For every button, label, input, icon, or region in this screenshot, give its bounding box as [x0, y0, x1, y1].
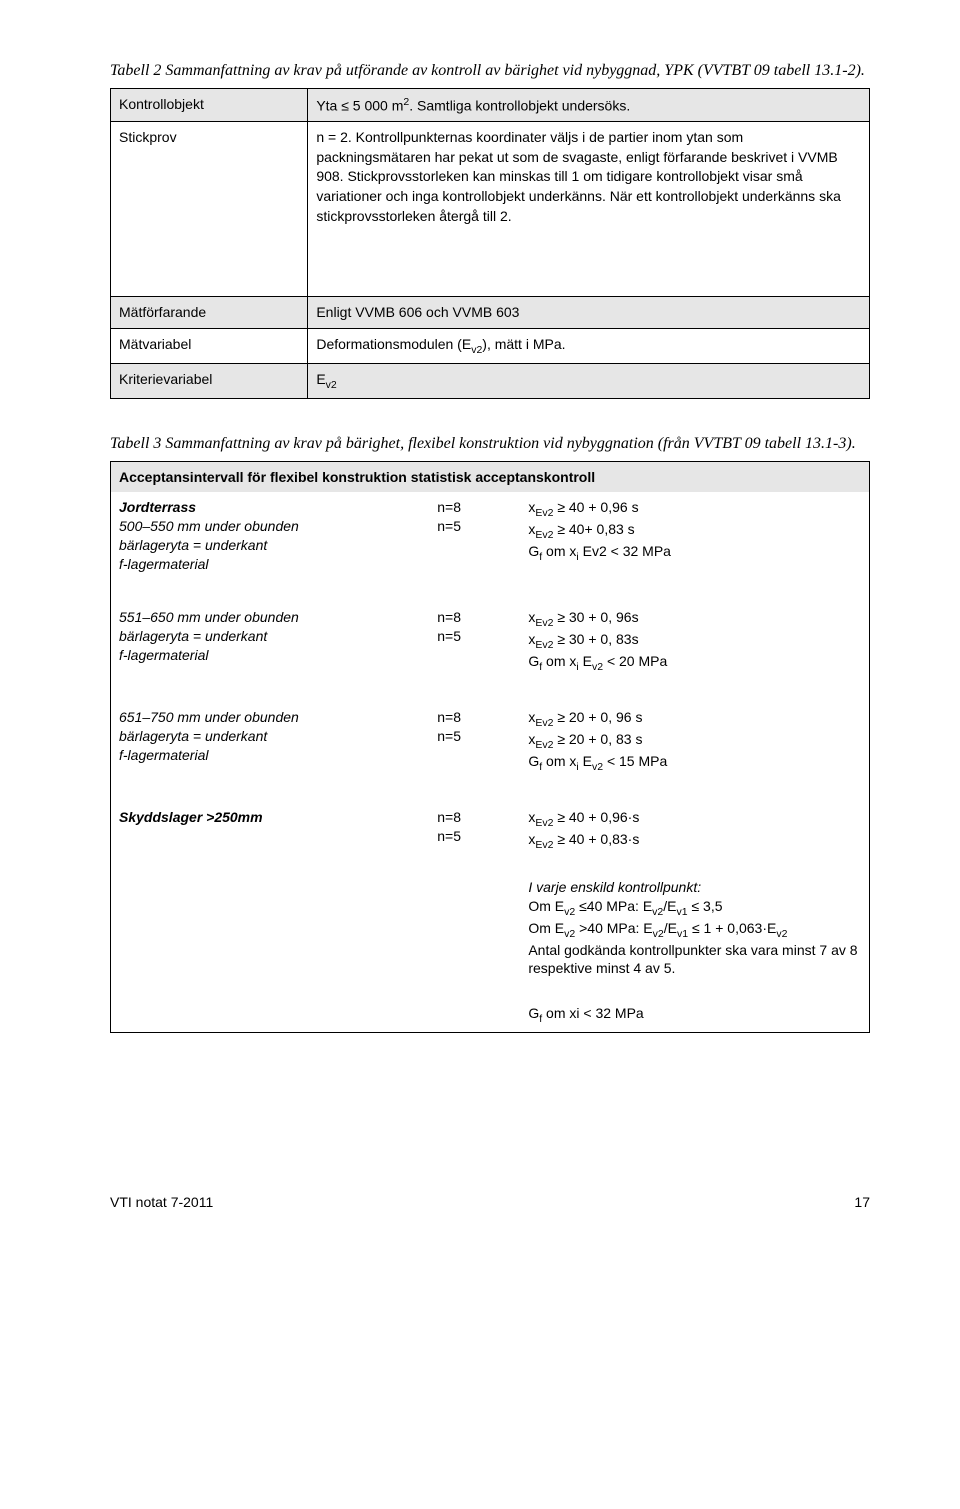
t3-g1-crit: xEv2 ≥ 30 + 0, 96s xEv2 ≥ 30 + 0, 83s Gf…	[520, 602, 869, 680]
table3-caption-rest: Sammanfattning av krav på bärighet, flex…	[161, 435, 855, 452]
footer-left: VTI notat 7-2011	[110, 1193, 213, 1212]
t3-g3-name: Skyddslager >250mm	[111, 802, 430, 858]
table3: Acceptansintervall för flexibel konstruk…	[110, 461, 870, 1034]
t3-g3-extra: I varje enskild kontrollpunkt: Om Ev2 ≤4…	[520, 872, 869, 985]
table3-caption: Tabell 3 Sammanfattning av krav på bärig…	[110, 433, 870, 455]
t2-matvariabel-label: Mätvariabel	[111, 329, 308, 364]
t2-kontrollobjekt-label: Kontrollobjekt	[111, 88, 308, 122]
table2-block: Tabell 2 Sammanfattning av krav på utför…	[110, 60, 870, 399]
t3-g2-n: n=8 n=5	[429, 702, 520, 780]
t3-g1-n: n=8 n=5	[429, 602, 520, 680]
page-footer: VTI notat 7-2011 17	[110, 1193, 870, 1212]
table2-caption-prefix: Tabell 2	[110, 62, 161, 79]
t2-matforfarande-label: Mätförfarande	[111, 297, 308, 329]
table3-block: Tabell 3 Sammanfattning av krav på bärig…	[110, 433, 870, 1033]
t2-stickprov-label: Stickprov	[111, 122, 308, 297]
t3-g0-crit: xEv2 ≥ 40 + 0,96 s xEv2 ≥ 40+ 0,83 s Gf …	[520, 492, 869, 580]
table2: Kontrollobjekt Yta ≤ 5 000 m2. Samtliga …	[110, 88, 870, 399]
t3-g0-n: n=8 n=5	[429, 492, 520, 580]
t2-matvariabel-value: Deformationsmodulen (Ev2), mätt i MPa.	[308, 329, 870, 364]
t3-g1-name: 551–650 mm under obunden bärlageryta = u…	[111, 602, 430, 680]
t3-header: Acceptansintervall för flexibel konstruk…	[111, 461, 870, 492]
t3-g3-final: Gf om xi < 32 MPa	[520, 998, 869, 1032]
t2-kriterie-label: Kriterievariabel	[111, 363, 308, 398]
t3-g3-crit: xEv2 ≥ 40 + 0,96·s xEv2 ≥ 40 + 0,83·s	[520, 802, 869, 858]
t3-g2-name: 651–750 mm under obunden bärlageryta = u…	[111, 702, 430, 780]
t2-kontrollobjekt-value: Yta ≤ 5 000 m2. Samtliga kontrollobjekt …	[308, 88, 870, 122]
t2-stickprov-value: n = 2. Kontrollpunkternas koordinater vä…	[308, 122, 870, 297]
table2-caption-rest: Sammanfattning av krav på utförande av k…	[161, 62, 864, 79]
t2-kriterie-value: Ev2	[308, 363, 870, 398]
table2-caption: Tabell 2 Sammanfattning av krav på utför…	[110, 60, 870, 82]
t3-g2-crit: xEv2 ≥ 20 + 0, 96 s xEv2 ≥ 20 + 0, 83 s …	[520, 702, 869, 780]
t2-matforfarande-value: Enligt VVMB 606 och VVMB 603	[308, 297, 870, 329]
t3-g0-name: Jordterrass 500–550 mm under obunden bär…	[111, 492, 430, 580]
table3-caption-prefix: Tabell 3	[110, 435, 161, 452]
footer-right: 17	[854, 1193, 870, 1212]
t3-g3-n: n=8 n=5	[429, 802, 520, 858]
